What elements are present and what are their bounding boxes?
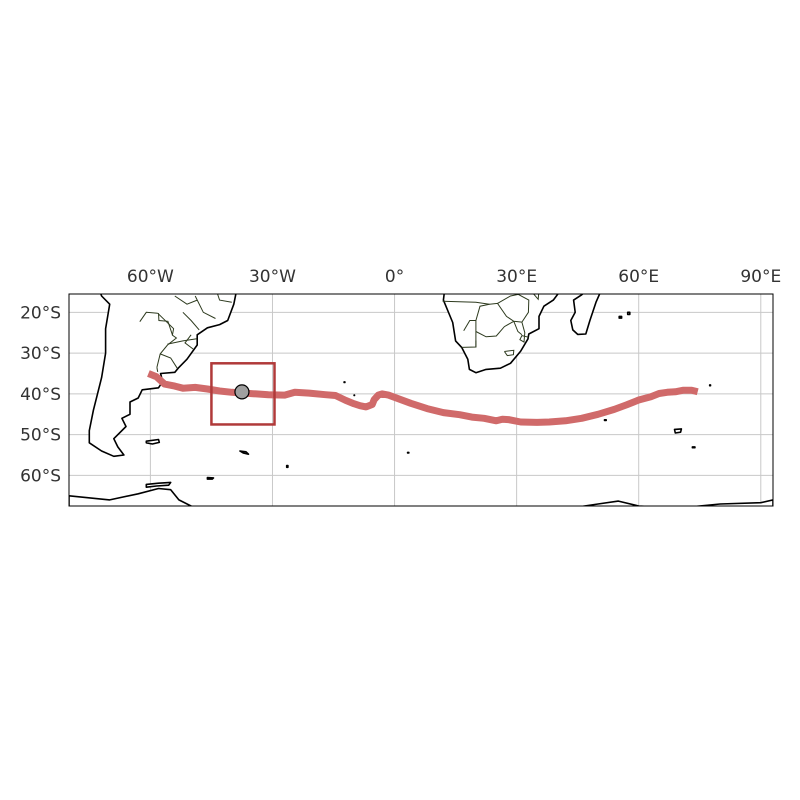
border-line bbox=[167, 338, 197, 345]
land-south-shetland bbox=[145, 481, 172, 489]
y-tick-label: 50°S bbox=[20, 426, 61, 446]
land-africa bbox=[442, 294, 559, 374]
land-falklands bbox=[145, 438, 161, 445]
land-kerguelen bbox=[673, 428, 683, 434]
longitude-ticks: 60°W 30°W 0° 30°E 60°E 90°E bbox=[127, 267, 781, 287]
y-tick-label: 30°S bbox=[20, 344, 61, 364]
border-line bbox=[139, 311, 158, 322]
border-line bbox=[158, 313, 173, 335]
land-tristan bbox=[343, 381, 346, 384]
border-line bbox=[156, 367, 159, 372]
land-madagascar bbox=[569, 294, 601, 336]
region-box bbox=[210, 362, 276, 426]
border-line bbox=[503, 349, 515, 357]
land-south-america bbox=[88, 294, 237, 458]
map-frame bbox=[68, 293, 774, 507]
y-tick-label: 40°S bbox=[20, 385, 61, 405]
border-line bbox=[475, 320, 515, 338]
latitude-ticks: 20°S 30°S 40°S 50°S 60°S bbox=[20, 303, 61, 486]
position-marker bbox=[234, 384, 250, 400]
land-heard bbox=[691, 446, 696, 449]
x-tick-label: 60°W bbox=[127, 267, 174, 287]
border-line bbox=[184, 334, 194, 350]
region-overlay bbox=[210, 362, 276, 426]
y-tick-label: 60°S bbox=[20, 466, 61, 486]
x-tick-label: 30°W bbox=[249, 267, 296, 287]
border-line bbox=[497, 294, 530, 323]
border-line bbox=[217, 294, 232, 303]
land-south-sandwich bbox=[285, 464, 289, 469]
border-line bbox=[532, 294, 540, 301]
land-bouvet bbox=[406, 451, 410, 454]
border-line bbox=[519, 321, 529, 343]
border-line bbox=[182, 311, 200, 331]
land-amsterdam bbox=[708, 384, 712, 387]
land-mauritius bbox=[626, 311, 631, 316]
y-tick-label: 20°S bbox=[20, 303, 61, 323]
border-line bbox=[194, 295, 216, 319]
border-line bbox=[174, 295, 198, 305]
land-reunion bbox=[618, 315, 623, 319]
land-crozet bbox=[603, 418, 608, 422]
country-borders bbox=[139, 294, 540, 372]
x-tick-label: 0° bbox=[385, 267, 404, 287]
x-tick-label: 60°E bbox=[618, 267, 659, 287]
x-tick-label: 90°E bbox=[740, 267, 781, 287]
border-line bbox=[463, 320, 476, 331]
land-south-orkney bbox=[206, 476, 215, 480]
coastlines bbox=[69, 294, 773, 506]
border-line bbox=[513, 321, 523, 336]
x-tick-label: 30°E bbox=[496, 267, 537, 287]
border-line bbox=[160, 353, 178, 369]
land-south-georgia bbox=[239, 450, 250, 456]
land-antarctica bbox=[69, 487, 773, 506]
border-line bbox=[461, 340, 477, 348]
border-line bbox=[442, 300, 490, 305]
